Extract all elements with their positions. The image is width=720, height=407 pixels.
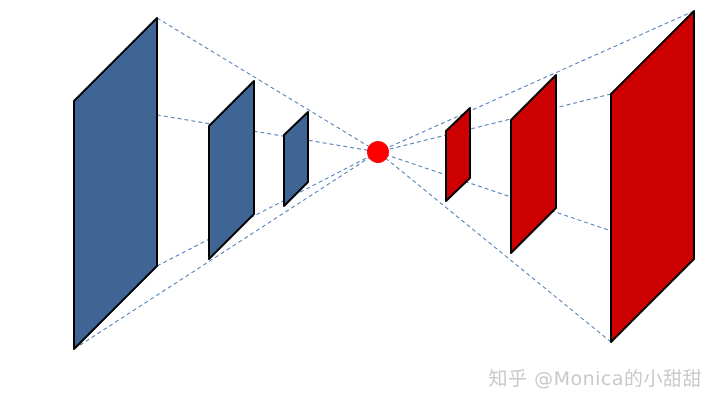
- left-panel-2: [208, 80, 255, 260]
- watermark-text: 知乎 @Monica的小甜甜: [488, 368, 702, 390]
- focal-point: [367, 141, 389, 163]
- guide-line-right-0: [377, 93, 612, 153]
- left-panel-1: [73, 17, 158, 350]
- guide-line-right-1: [377, 10, 695, 153]
- panels-group: [73, 10, 695, 350]
- guide-line-left-3: [73, 151, 379, 350]
- perspective-guide-lines: [73, 10, 695, 350]
- right-panel-1: [445, 107, 471, 202]
- right-panel-3: [610, 10, 695, 343]
- guide-line-left-1: [156, 17, 379, 153]
- guide-line-right-3: [377, 151, 612, 343]
- left-panel-3: [283, 111, 309, 207]
- guide-line-left-2: [156, 151, 379, 267]
- right-panel-2: [510, 74, 557, 254]
